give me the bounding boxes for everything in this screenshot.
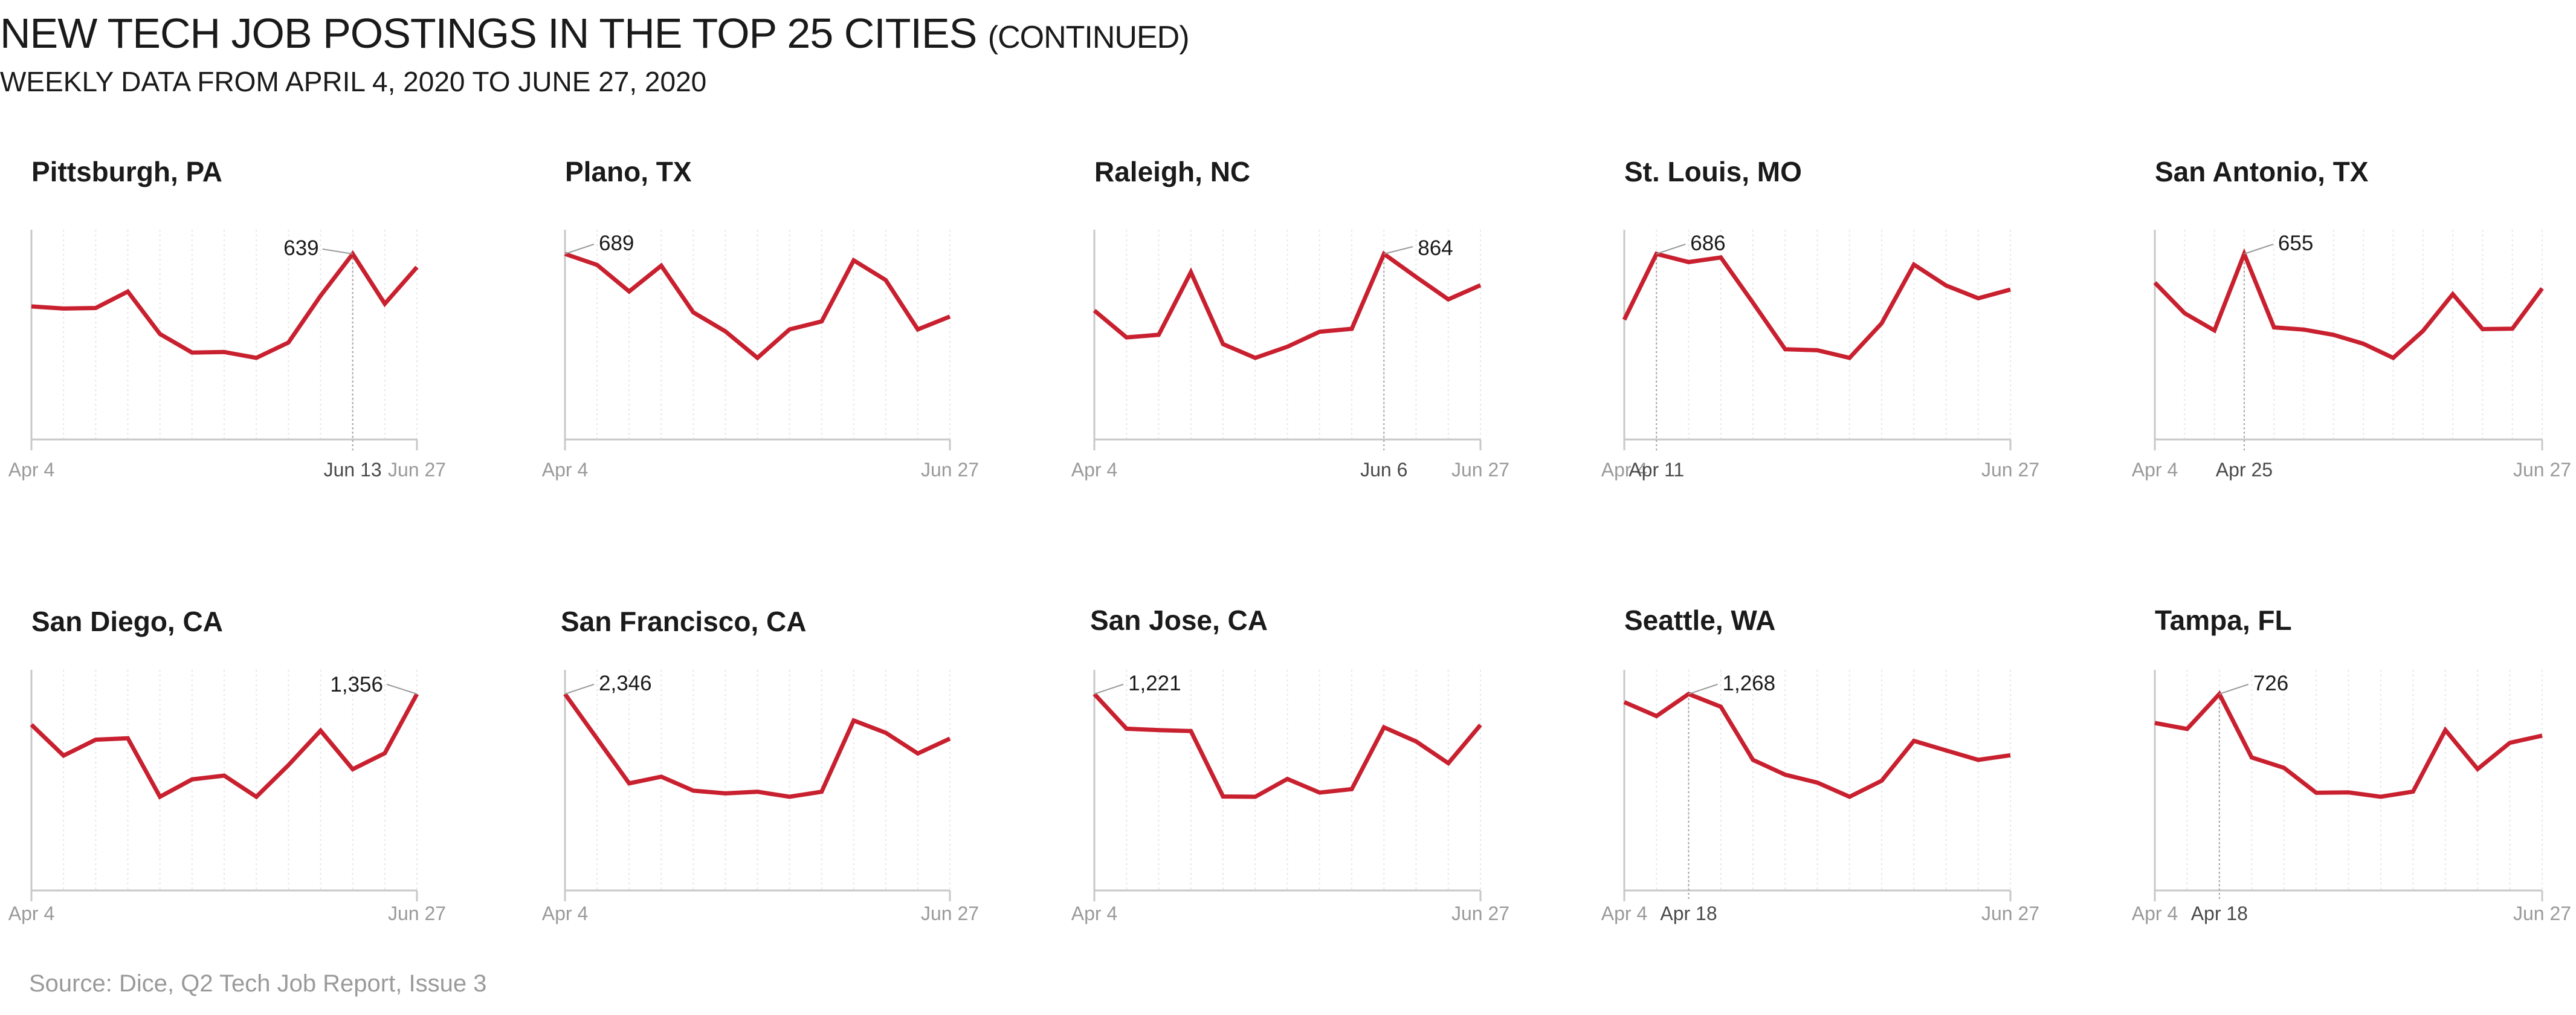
annotation-leader bbox=[564, 684, 595, 695]
city-chart: Seattle, WA 1,268 Apr 4 Jun 27 Apr 18 bbox=[1601, 605, 2039, 924]
city-chart: Pittsburgh, PA 639 Apr 4 Jun 27 Jun 13 bbox=[8, 156, 446, 481]
x-tick-label-end: Jun 27 bbox=[1451, 459, 1509, 481]
x-tick-label-start: Apr 4 bbox=[8, 903, 54, 924]
title-block: NEW TECH JOB POSTINGS IN THE TOP 25 CITI… bbox=[0, 8, 1190, 99]
peak-value-label: 1,221 bbox=[1128, 672, 1181, 695]
city-chart: St. Louis, MO 686 Apr 4 Jun 27 Apr 11 bbox=[1601, 156, 2039, 481]
x-tick-label-end: Jun 27 bbox=[921, 903, 979, 924]
peak-value-label: 639 bbox=[283, 236, 318, 260]
chart-title: Plano, TX bbox=[565, 156, 692, 187]
peak-value-label: 864 bbox=[1418, 236, 1453, 260]
x-tick-label-start: Apr 4 bbox=[1601, 459, 1647, 481]
peak-value-label: 1,356 bbox=[330, 673, 383, 696]
peak-value-label: 2,346 bbox=[599, 672, 652, 695]
city-chart: Raleigh, NC 864 Apr 4 Jun 27 Jun 6 bbox=[1071, 156, 1509, 481]
peak-value-label: 726 bbox=[2253, 672, 2288, 695]
city-chart: San Francisco, CA 2,346 Apr 4 Jun 27 bbox=[542, 606, 979, 924]
annotation-leader bbox=[1688, 684, 1718, 695]
page-title-suffix: (CONTINUED) bbox=[987, 20, 1190, 55]
page-title: NEW TECH JOB POSTINGS IN THE TOP 25 CITI… bbox=[0, 8, 1190, 62]
chart-title: Raleigh, NC bbox=[1094, 156, 1250, 187]
chart-title: San Diego, CA bbox=[31, 606, 223, 637]
chart-title: Tampa, FL bbox=[2155, 605, 2292, 636]
city-chart: San Diego, CA 1,356 Apr 4 Jun 27 bbox=[8, 606, 446, 924]
x-tick-label-start: Apr 4 bbox=[1071, 903, 1117, 924]
chart-title: San Francisco, CA bbox=[561, 606, 806, 637]
x-tick-label-end: Jun 27 bbox=[921, 459, 979, 481]
city-chart: Plano, TX 689 Apr 4 Jun 27 bbox=[542, 156, 979, 481]
x-tick-label-end: Jun 27 bbox=[1981, 903, 2039, 924]
annotation-leader bbox=[322, 248, 353, 255]
peak-value-label: 1,268 bbox=[1723, 672, 1776, 695]
x-tick-label-start: Apr 4 bbox=[1601, 903, 1647, 924]
x-tick-label-peak: Apr 18 bbox=[2191, 903, 2248, 924]
x-tick-label-start: Apr 4 bbox=[542, 903, 588, 924]
annotation-leader bbox=[2219, 684, 2249, 695]
peak-value-label: 686 bbox=[1690, 232, 1725, 255]
city-chart: San Antonio, TX 655 Apr 4 Jun 27 Apr 25 bbox=[2132, 156, 2571, 481]
x-tick-label-end: Jun 27 bbox=[1981, 459, 2039, 481]
annotation-leader bbox=[2244, 244, 2274, 255]
x-tick-label-start: Apr 4 bbox=[2132, 903, 2178, 924]
annotation-leader bbox=[1384, 246, 1413, 255]
page-subtitle: WEEKLY DATA FROM APRIL 4, 2020 TO JUNE 2… bbox=[0, 66, 707, 97]
x-tick-label-peak: Apr 11 bbox=[1629, 459, 1684, 481]
x-tick-label-start: Apr 4 bbox=[542, 459, 588, 481]
x-tick-label-peak: Jun 6 bbox=[1360, 459, 1407, 481]
annotation-leader bbox=[1094, 684, 1124, 695]
x-tick-label-peak: Apr 18 bbox=[1660, 903, 1717, 924]
chart-title: San Jose, CA bbox=[1090, 605, 1268, 636]
series-line bbox=[2153, 248, 2544, 361]
annotation-leader bbox=[1656, 244, 1686, 255]
x-tick-label-start: Apr 4 bbox=[1071, 459, 1117, 481]
page-title-text: NEW TECH JOB POSTINGS IN THE TOP 25 CITI… bbox=[0, 10, 977, 57]
city-chart: San Jose, CA 1,221 Apr 4 Jun 27 bbox=[1071, 605, 1509, 924]
x-tick-label-end: Jun 27 bbox=[1451, 903, 1509, 924]
x-tick-label-start: Apr 4 bbox=[2132, 459, 2178, 481]
chart-title: Pittsburgh, PA bbox=[31, 156, 222, 187]
chart-title: Seattle, WA bbox=[1624, 605, 1776, 636]
peak-value-label: 689 bbox=[599, 232, 634, 255]
x-tick-label-peak: Jun 13 bbox=[324, 459, 382, 481]
annotation-leader bbox=[564, 244, 595, 255]
peak-value-label: 655 bbox=[2278, 232, 2313, 255]
chart-title: San Antonio, TX bbox=[2155, 156, 2369, 187]
source-note: Source: Dice, Q2 Tech Job Report, Issue … bbox=[29, 970, 487, 997]
x-tick-label-end: Jun 27 bbox=[388, 459, 446, 481]
annotation-leader bbox=[386, 684, 418, 695]
x-tick-label-end: Jun 27 bbox=[2513, 459, 2571, 481]
x-tick-label-peak: Apr 25 bbox=[2216, 459, 2273, 481]
x-tick-label-start: Apr 4 bbox=[8, 459, 54, 481]
chart-title: St. Louis, MO bbox=[1624, 156, 1802, 187]
x-tick-label-end: Jun 27 bbox=[2513, 903, 2571, 924]
city-chart: Tampa, FL 726 Apr 4 Jun 27 Apr 18 bbox=[2132, 605, 2571, 924]
x-tick-label-end: Jun 27 bbox=[388, 903, 446, 924]
